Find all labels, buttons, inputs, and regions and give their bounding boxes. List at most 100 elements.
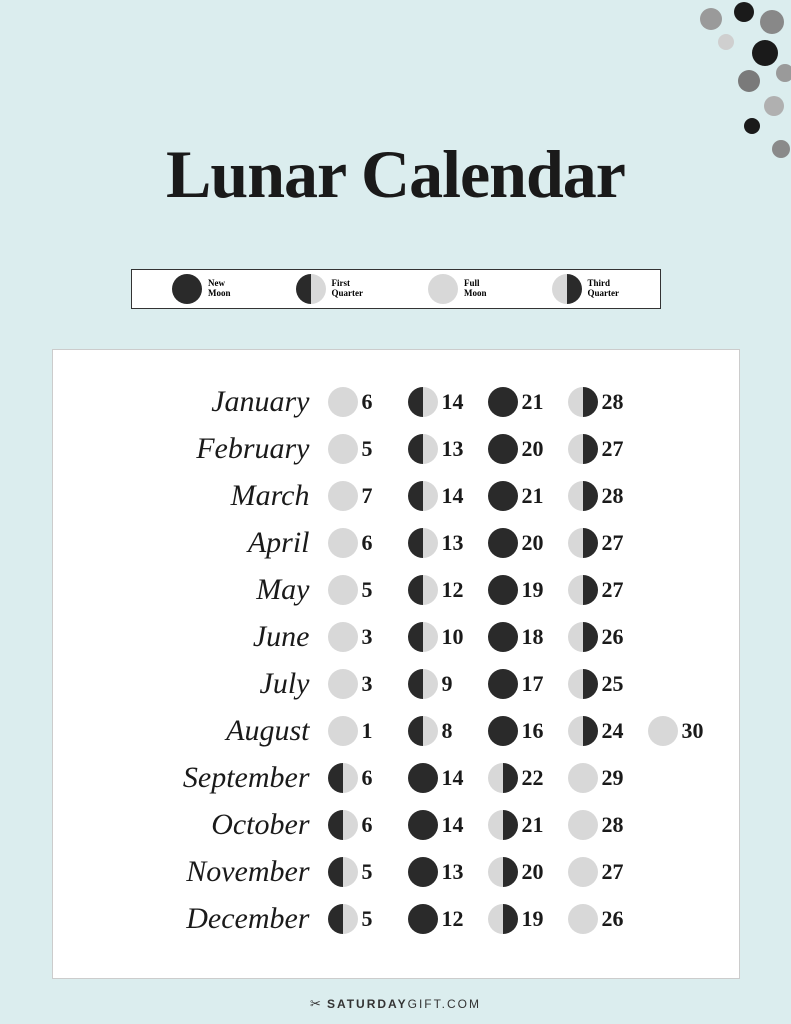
phase-cell: 27 (568, 575, 648, 605)
moon-phase-icon (552, 274, 582, 304)
phase-list: 6132027 (328, 528, 648, 558)
moon-phase-icon (328, 481, 358, 511)
phase-cell: 20 (488, 528, 568, 558)
phase-day: 26 (602, 624, 624, 650)
phase-cell: 12 (408, 904, 488, 934)
phase-day: 21 (522, 812, 544, 838)
moon-phase-icon (568, 904, 598, 934)
moon-phase-icon (408, 904, 438, 934)
phase-day: 17 (522, 671, 544, 697)
phase-list: 5 13 2027 (328, 434, 648, 464)
phase-day: 19 (522, 906, 544, 932)
phase-day: 5 (362, 577, 373, 603)
phase-list: 18162430 (328, 716, 718, 746)
phase-cell: 6 (328, 387, 408, 417)
legend-label: New Moon (208, 279, 231, 299)
phase-day: 6 (362, 389, 373, 415)
phase-cell: 12 (408, 575, 488, 605)
moon-phase-icon (488, 528, 518, 558)
moon-phase-icon (488, 716, 518, 746)
phase-cell: 5 (328, 857, 408, 887)
phase-day: 25 (602, 671, 624, 697)
moon-phase-icon (488, 669, 518, 699)
phase-day: 22 (522, 765, 544, 791)
decor-dot (738, 70, 760, 92)
phase-day: 27 (602, 577, 624, 603)
month-row: May 5 12 19 27 (73, 566, 719, 613)
phase-cell: 3 (328, 669, 408, 699)
moon-phase-icon (296, 274, 326, 304)
decor-dot (744, 118, 760, 134)
phase-list: 39 17 25 (328, 669, 648, 699)
moon-phase-icon (568, 716, 598, 746)
calendar-panel: January6142128February5132027March714212… (52, 349, 740, 979)
phase-day: 28 (602, 483, 624, 509)
phase-day: 13 (442, 436, 464, 462)
decor-dot (764, 96, 784, 116)
phase-cell: 18 (488, 622, 568, 652)
phase-list: 3101826 (328, 622, 648, 652)
month-row: February5132027 (73, 425, 719, 472)
moon-phase-icon (488, 857, 518, 887)
phase-cell: 27 (568, 434, 648, 464)
phase-cell: 16 (488, 716, 568, 746)
month-row: April6132027 (73, 519, 719, 566)
month-name: June (73, 620, 328, 654)
moon-phase-icon (328, 857, 358, 887)
month-name: October (73, 808, 328, 842)
moon-phase-icon (408, 575, 438, 605)
footer-bold: SATURDAY (327, 997, 408, 1011)
phase-day: 6 (362, 765, 373, 791)
legend-item: First Quarter (296, 274, 364, 304)
phase-cell: 24 (568, 716, 648, 746)
moon-phase-icon (328, 434, 358, 464)
moon-phase-icon (408, 528, 438, 558)
month-name: May (73, 573, 328, 607)
phase-cell: 22 (488, 763, 568, 793)
month-row: July391725 (73, 660, 719, 707)
phase-day: 20 (522, 530, 544, 556)
phase-day: 7 (362, 483, 373, 509)
decor-dot (718, 34, 734, 50)
phase-cell: 9 (408, 669, 488, 699)
moon-phase-icon (488, 810, 518, 840)
moon-phase-icon (408, 857, 438, 887)
month-row: September6142229 (73, 754, 719, 801)
phase-day: 18 (522, 624, 544, 650)
decor-dot (734, 2, 754, 22)
phase-cell: 13 (408, 528, 488, 558)
phase-day: 12 (442, 577, 464, 603)
month-name: January (73, 385, 328, 419)
phase-list: 6142128 (328, 810, 648, 840)
month-row: November5132027 (73, 848, 719, 895)
phase-cell: 1 (328, 716, 408, 746)
phase-day: 19 (522, 577, 544, 603)
phase-cell: 5 (328, 434, 408, 464)
phase-cell: 28 (568, 387, 648, 417)
moon-phase-icon (328, 528, 358, 558)
moon-phase-icon (408, 434, 438, 464)
phase-cell: 28 (568, 810, 648, 840)
phase-day: 28 (602, 389, 624, 415)
phase-cell: 6 (328, 763, 408, 793)
phase-cell: 7 (328, 481, 408, 511)
moon-phase-icon (408, 622, 438, 652)
moon-phase-icon (328, 622, 358, 652)
phase-list: 5 12 19 27 (328, 575, 648, 605)
phase-cell: 17 (488, 669, 568, 699)
moon-phase-icon (648, 716, 678, 746)
phase-list: 7142128 (328, 481, 648, 511)
moon-phase-icon (328, 575, 358, 605)
phase-day: 21 (522, 483, 544, 509)
moon-phase-icon (488, 763, 518, 793)
phase-cell: 26 (568, 622, 648, 652)
moon-phase-icon (568, 857, 598, 887)
moon-phase-icon (568, 481, 598, 511)
phase-day: 1 (362, 718, 373, 744)
moon-phase-icon (568, 528, 598, 558)
legend-label: Third Quarter (588, 279, 620, 299)
phase-cell: 3 (328, 622, 408, 652)
phase-day: 28 (602, 812, 624, 838)
month-row: December5121926 (73, 895, 719, 942)
phase-cell: 20 (488, 434, 568, 464)
